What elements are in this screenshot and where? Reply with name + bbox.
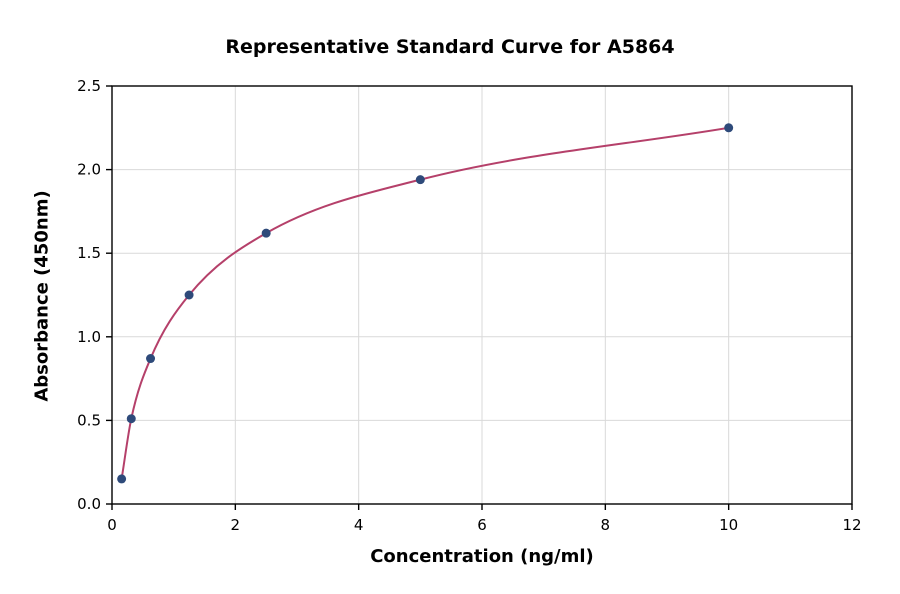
x-tick-label: 12 [842,516,861,534]
y-tick-label: 2.5 [77,77,101,95]
y-tick-label: 0.0 [77,495,101,513]
x-tick-label: 2 [231,516,241,534]
tick-labels: 0 2 4 6 8 10 12 0.0 0.5 1.0 1.5 2.0 2.5 [77,77,861,534]
axes [106,85,853,510]
chart-title: Representative Standard Curve for A5864 [225,36,675,58]
data-point [724,123,734,133]
standard-curve-line [120,126,729,480]
data-point [415,175,425,185]
y-tick-label: 2.0 [77,161,101,179]
data-point [146,354,156,364]
x-tick-label: 0 [107,516,117,534]
data-point [184,290,194,300]
data-point [261,228,271,238]
x-tick-label: 6 [477,516,487,534]
y-tick-label: 0.5 [77,411,101,429]
data-points [117,123,734,484]
x-tick-label: 4 [354,516,364,534]
data-point [117,474,127,484]
x-tick-label: 10 [719,516,738,534]
x-tick-label: 8 [601,516,611,534]
y-tick-label: 1.5 [77,244,101,262]
data-point [126,414,136,424]
grid-lines [111,85,853,505]
x-axis-label: Concentration (ng/ml) [370,546,594,567]
fitted-curve [120,126,729,480]
y-tick-label: 1.0 [77,328,101,346]
